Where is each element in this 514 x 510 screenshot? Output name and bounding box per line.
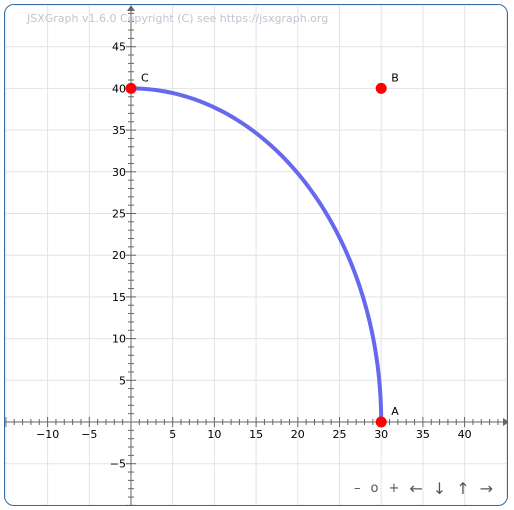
x-tick-label: 5 (169, 428, 176, 441)
x-tick-label: −10 (36, 428, 59, 441)
pan-left-button[interactable]: ← (409, 479, 423, 498)
point-label-c: C (141, 71, 149, 84)
y-tick-label: 30 (112, 166, 126, 179)
jsxgraph-board[interactable]: −10 −5 5 10 15 20 25 30 35 40 −5 5 10 15 20 25 30 35 40 45 A… (4, 4, 508, 506)
navigation-bar: – o + ← ↓ ↑ → (354, 481, 493, 497)
x-tick-label: 25 (333, 428, 347, 441)
pan-right-button[interactable]: → (479, 479, 493, 498)
pan-up-button[interactable]: ↑ (456, 479, 470, 498)
y-tick-label: 5 (119, 374, 126, 387)
point-a[interactable] (375, 416, 387, 428)
y-tick-label: −5 (110, 458, 126, 471)
x-tick-label: 40 (458, 428, 472, 441)
x-tick-label: 35 (416, 428, 430, 441)
y-tick-label: 45 (112, 41, 126, 54)
arc-curve[interactable] (129, 86, 384, 424)
zoom-in-button[interactable]: + (388, 481, 400, 496)
y-tick-label: 20 (112, 249, 126, 262)
y-tick-label: 15 (112, 291, 126, 304)
y-tick-label: 25 (112, 208, 126, 221)
y-tick-label: 35 (112, 124, 126, 137)
x-tick-label: −5 (81, 428, 97, 441)
pan-down-button[interactable]: ↓ (432, 479, 447, 498)
plot-canvas[interactable]: −10 −5 5 10 15 20 25 30 35 40 −5 5 10 15 20 25 30 35 40 45 A… (5, 5, 508, 506)
x-tick-label: 10 (207, 428, 221, 441)
point-label-b: B (391, 71, 399, 84)
x-axis-arrow (503, 418, 507, 426)
point-label-a: A (391, 405, 399, 418)
zoom-reset-button[interactable]: o (370, 481, 379, 496)
x-tick-label: 30 (374, 428, 388, 441)
point-b[interactable] (375, 82, 387, 94)
y-tick-label: 10 (112, 333, 126, 346)
y-tick-label: 40 (112, 82, 126, 95)
zoom-out-button[interactable]: – (354, 481, 361, 496)
x-tick-label: 15 (249, 428, 263, 441)
x-tick-label: 20 (291, 428, 305, 441)
point-c[interactable] (125, 82, 137, 94)
y-axis-arrow (127, 5, 135, 11)
